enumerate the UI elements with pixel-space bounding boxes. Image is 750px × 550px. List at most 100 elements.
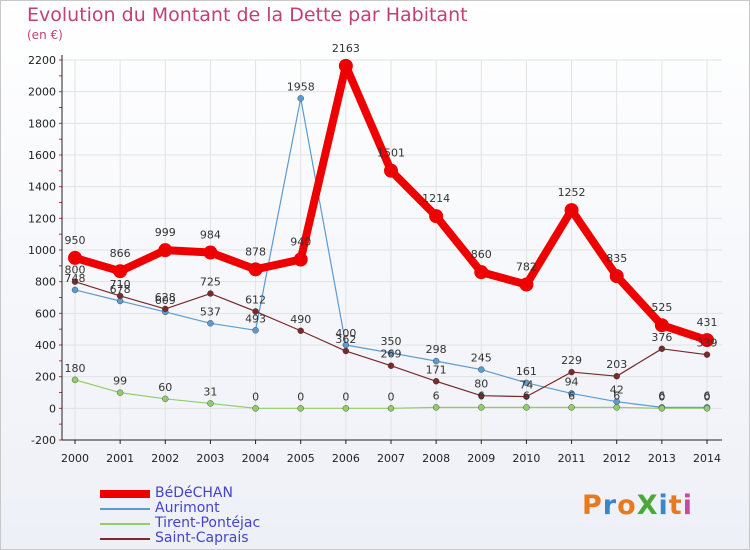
y-tick-label: 1200: [28, 212, 56, 225]
legend-swatch: [100, 490, 150, 498]
data-point: [568, 404, 575, 411]
data-point: [116, 389, 124, 396]
data-label: 0: [252, 390, 259, 403]
legend-label: Tirent-Pontéjac: [155, 515, 261, 531]
x-tick-label: 2001: [106, 452, 134, 465]
data-point: [342, 347, 350, 355]
data-point: [478, 366, 485, 373]
data-point: [297, 405, 304, 412]
data-label: 6: [433, 389, 440, 402]
data-label: 6: [658, 389, 665, 402]
data-point: [523, 404, 530, 411]
data-label: 203: [606, 358, 627, 371]
data-point: [248, 262, 263, 277]
y-tick-label: 2000: [28, 86, 56, 99]
data-label: 800: [65, 264, 86, 277]
chart-title: Evolution du Montant de la Dette par Hab…: [27, 4, 468, 26]
data-point: [387, 405, 395, 412]
data-label: 362: [335, 333, 356, 346]
data-label: 950: [65, 234, 86, 247]
data-label: 0: [342, 390, 349, 403]
data-point: [113, 264, 128, 279]
y-tick-label: 2200: [28, 54, 56, 67]
data-label: 350: [381, 335, 402, 348]
data-point: [523, 393, 530, 400]
data-point: [387, 362, 395, 369]
data-point: [658, 345, 666, 352]
data-point: [252, 308, 259, 315]
data-point: [613, 404, 620, 411]
data-label: 6: [613, 389, 620, 402]
y-tick-label: 1000: [28, 244, 56, 257]
data-point: [564, 203, 579, 218]
data-label: 678: [110, 283, 131, 296]
x-tick-label: 2008: [422, 452, 450, 465]
legend-swatch: [100, 538, 150, 540]
data-point: [207, 320, 214, 327]
legend-label: Saint-Caprais: [155, 530, 249, 546]
y-tick-label: 400: [35, 339, 56, 352]
data-label: 6: [704, 389, 711, 402]
data-point: [654, 318, 669, 333]
data-label: 245: [471, 352, 492, 365]
data-point: [609, 269, 624, 284]
data-point: [207, 400, 214, 407]
data-point: [703, 351, 711, 358]
data-point: [71, 278, 79, 285]
data-label: 537: [200, 305, 221, 318]
data-label: 80: [474, 378, 488, 391]
legend-label: BéDéCHAN: [155, 485, 233, 501]
y-tick-label: 200: [35, 371, 56, 384]
unit-label: (en €): [27, 28, 63, 42]
proxiti-logo: ProXiti: [582, 490, 693, 521]
x-tick-label: 2003: [196, 452, 224, 465]
data-label: 99: [113, 375, 127, 388]
data-label: 6: [523, 389, 530, 402]
data-point: [293, 252, 308, 267]
data-label: 609: [155, 294, 176, 307]
data-label: 612: [245, 293, 266, 306]
x-tick-label: 2014: [693, 452, 721, 465]
data-point: [703, 405, 711, 412]
data-label: 229: [561, 354, 582, 367]
data-label: 6: [478, 389, 485, 402]
data-label: 1958: [287, 80, 315, 93]
x-tick-label: 2002: [151, 452, 179, 465]
legend-swatch: [100, 523, 150, 525]
data-label: 1501: [377, 147, 405, 160]
data-point: [68, 250, 82, 265]
data-label: 298: [426, 343, 447, 356]
data-label: 1252: [558, 186, 586, 199]
data-label: 1214: [422, 192, 450, 205]
data-label: 493: [245, 312, 266, 325]
data-label: 60: [158, 381, 172, 394]
data-point: [568, 390, 575, 397]
data-label: 866: [110, 247, 131, 260]
x-tick-label: 2011: [558, 452, 586, 465]
x-tick-label: 2009: [467, 452, 495, 465]
x-tick-label: 2007: [377, 452, 405, 465]
data-label: 31: [203, 385, 217, 398]
x-tick-label: 2010: [512, 452, 540, 465]
data-label: 339: [697, 337, 718, 350]
data-point: [207, 290, 214, 297]
data-point: [613, 372, 620, 380]
data-label: 628: [155, 291, 176, 304]
data-point: [384, 163, 398, 178]
data-point: [203, 245, 218, 260]
data-label: 6: [568, 389, 575, 402]
data-label: 984: [200, 229, 221, 242]
data-label: 490: [290, 313, 311, 326]
data-point: [387, 349, 395, 357]
data-label: 0: [297, 390, 304, 403]
y-tick-label: 0: [49, 402, 56, 415]
data-label: 171: [426, 363, 447, 376]
data-point: [297, 95, 304, 102]
x-tick-label: 2004: [242, 452, 270, 465]
axes: -200020040060080010001200140016001800200…: [28, 54, 722, 465]
data-label: 835: [606, 252, 627, 265]
series-group: [68, 58, 714, 412]
data-point: [429, 209, 444, 224]
data-point: [338, 58, 353, 73]
